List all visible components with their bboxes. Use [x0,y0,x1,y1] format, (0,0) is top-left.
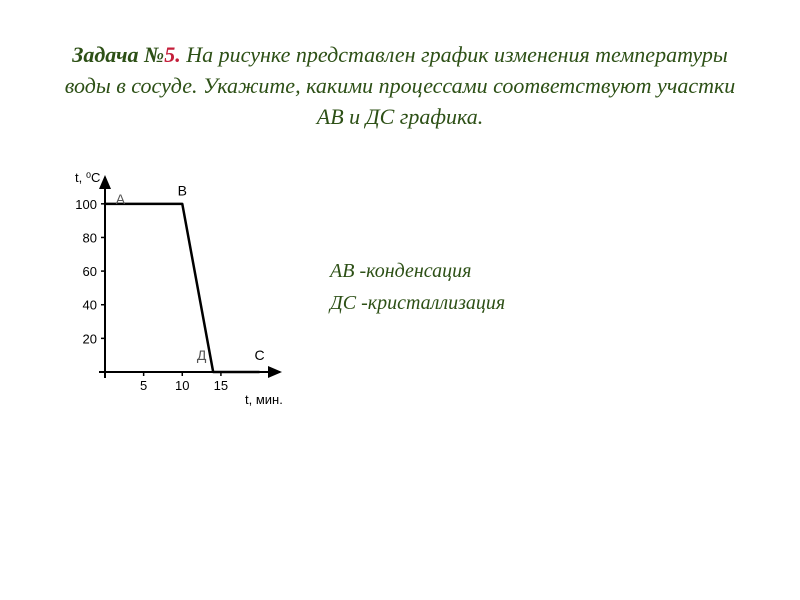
process-dc: -кристаллизация [361,292,505,314]
svg-text:t, мин.: t, мин. [245,392,283,407]
svg-text:20: 20 [83,332,97,347]
svg-text:В: В [178,183,187,199]
problem-title: Задача №5. На рисунке представлен график… [0,0,800,162]
segment-dc: ДС [330,292,361,314]
svg-text:А: А [116,191,126,207]
chart-svg: 20 40 60 80 100 5 10 15 t, ⁰С t, мин. А В Д С [60,162,290,412]
answer-ab: АВ -конденсация [330,255,505,287]
svg-text:10: 10 [175,378,189,393]
answer-dc: ДС -кристаллизация [330,287,505,319]
segment-ab: АВ [330,260,359,282]
svg-text:80: 80 [83,231,97,246]
svg-text:Д: Д [197,348,207,364]
temperature-chart: 20 40 60 80 100 5 10 15 t, ⁰С t, мин. А В Д С [60,162,290,412]
process-ab: -конденсация [359,260,471,282]
answers-block: АВ -конденсация ДС -кристаллизация [330,255,505,319]
svg-text:60: 60 [83,264,97,279]
svg-text:40: 40 [83,298,97,313]
svg-text:5: 5 [140,378,147,393]
content-row: 2040608010051015t, ⁰Сt, мин.АВДС АВ -кон… [0,162,800,412]
task-number: 5. [164,42,181,67]
svg-text:С: С [254,348,264,364]
task-label: Задача № [72,42,164,67]
svg-text:15: 15 [214,378,228,393]
svg-text:t, ⁰С: t, ⁰С [75,170,100,185]
svg-text:100: 100 [75,197,97,212]
